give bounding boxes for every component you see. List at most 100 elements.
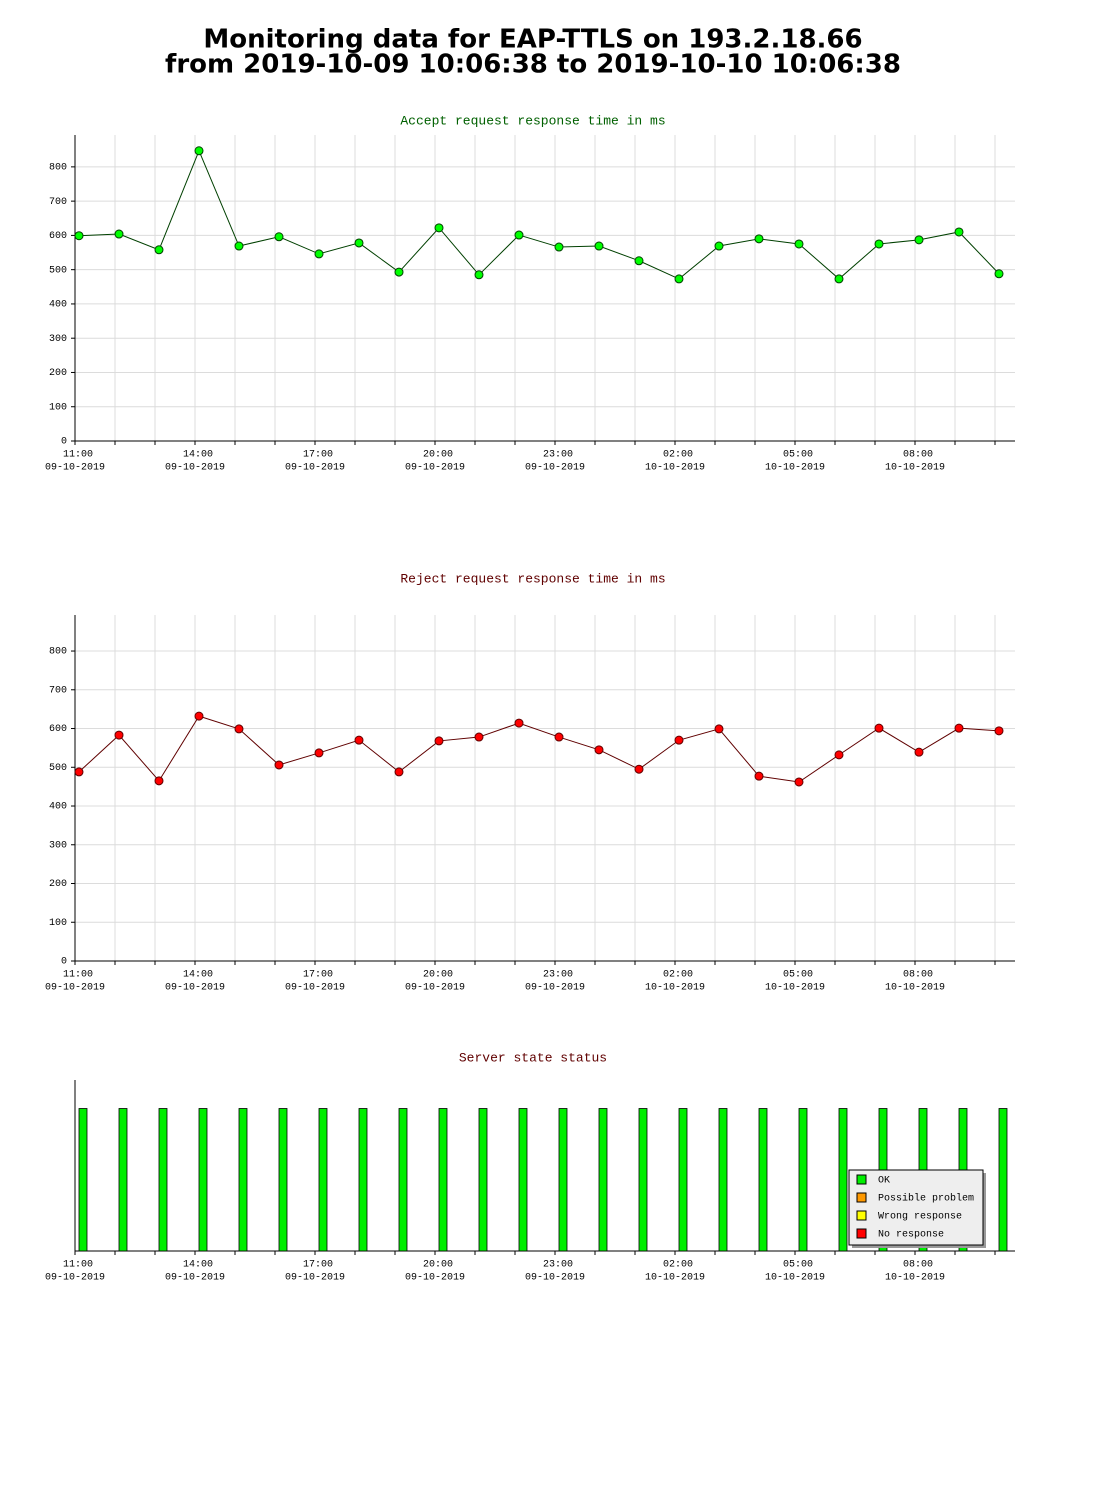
x-tick-label: 11:00 (63, 1260, 93, 1271)
x-tick-label: 17:00 (303, 970, 333, 981)
data-point (994, 726, 1004, 736)
x-tick-label: 10-10-2019 (885, 983, 945, 994)
legend-swatch (856, 1192, 867, 1203)
x-tick-label: 08:00 (903, 1260, 933, 1271)
data-point (114, 229, 124, 239)
status-bar (718, 1108, 728, 1252)
x-tick-label: 09-10-2019 (285, 463, 345, 474)
x-tick-label: 09-10-2019 (285, 983, 345, 994)
x-tick-label: 10-10-2019 (645, 983, 705, 994)
page-subtitle: from 2019-10-09 10:06:38 to 2019-10-10 1… (165, 50, 901, 80)
data-point (594, 745, 604, 755)
y-tick-label: 100 (49, 918, 67, 929)
x-tick-label: 09-10-2019 (405, 463, 465, 474)
y-tick-label: 500 (49, 265, 67, 276)
y-tick-label: 800 (49, 163, 67, 174)
data-point (394, 267, 404, 277)
data-point (674, 735, 684, 745)
status-bar (638, 1108, 648, 1252)
data-point (434, 736, 444, 746)
legend-swatch (856, 1210, 867, 1221)
data-point (714, 724, 724, 734)
status-bar (238, 1108, 248, 1252)
y-tick-label: 300 (49, 334, 67, 345)
y-tick-label: 700 (49, 685, 67, 696)
chart-title: Accept request response time in ms (400, 113, 665, 128)
legend-label: OK (878, 1176, 890, 1187)
status-bar (758, 1108, 768, 1252)
data-point (674, 274, 684, 284)
data-point (994, 269, 1004, 279)
status-bar (518, 1108, 528, 1252)
status-bar (438, 1108, 448, 1252)
x-tick-label: 02:00 (663, 450, 693, 461)
status-bar (838, 1108, 848, 1252)
data-point (474, 270, 484, 280)
status-bar (358, 1108, 368, 1252)
data-point (514, 718, 524, 728)
y-tick-label: 400 (49, 802, 67, 813)
data-point (634, 256, 644, 266)
data-point (194, 711, 204, 721)
x-tick-label: 10-10-2019 (885, 463, 945, 474)
data-point (154, 776, 164, 786)
data-point (754, 234, 764, 244)
x-tick-label: 17:00 (303, 1260, 333, 1271)
x-tick-label: 09-10-2019 (405, 1273, 465, 1284)
y-tick-label: 500 (49, 763, 67, 774)
data-point (914, 747, 924, 757)
status-bar (798, 1108, 808, 1252)
status-bar (278, 1108, 288, 1252)
x-tick-label: 09-10-2019 (525, 1273, 585, 1284)
x-tick-label: 10-10-2019 (765, 983, 825, 994)
data-point (834, 750, 844, 760)
x-tick-label: 09-10-2019 (165, 463, 225, 474)
x-tick-label: 23:00 (543, 450, 573, 461)
x-tick-label: 09-10-2019 (525, 983, 585, 994)
y-tick-label: 400 (49, 300, 67, 311)
data-point (154, 245, 164, 255)
data-point (474, 732, 484, 742)
page-title: Monitoring data for EAP-TTLS on 193.2.18… (203, 25, 862, 55)
data-point (634, 764, 644, 774)
data-point (874, 239, 884, 249)
x-tick-label: 14:00 (183, 450, 213, 461)
status-bar (678, 1108, 688, 1252)
x-tick-label: 09-10-2019 (45, 983, 105, 994)
data-point (794, 777, 804, 787)
x-tick-label: 20:00 (423, 450, 453, 461)
x-tick-label: 09-10-2019 (285, 1273, 345, 1284)
data-point (354, 735, 364, 745)
x-tick-label: 02:00 (663, 1260, 693, 1271)
status-bar (558, 1108, 568, 1252)
status-bar (998, 1108, 1008, 1252)
y-tick-label: 600 (49, 724, 67, 735)
data-point (834, 274, 844, 284)
data-line (78, 149, 1000, 280)
legend-swatch (856, 1228, 867, 1239)
data-line (78, 715, 1000, 783)
data-point (594, 241, 604, 251)
x-tick-label: 10-10-2019 (885, 1273, 945, 1284)
y-tick-label: 300 (49, 840, 67, 851)
y-tick-label: 200 (49, 879, 67, 890)
legend (848, 1169, 984, 1246)
status-bar (118, 1108, 128, 1252)
x-tick-label: 09-10-2019 (165, 1273, 225, 1284)
y-tick-label: 800 (49, 647, 67, 658)
chart-title: Server state status (459, 1050, 607, 1065)
x-tick-label: 10-10-2019 (765, 463, 825, 474)
data-point (74, 767, 84, 777)
status-bar (158, 1108, 168, 1252)
x-tick-label: 20:00 (423, 1260, 453, 1271)
data-point (314, 249, 324, 259)
x-tick-label: 17:00 (303, 450, 333, 461)
y-tick-label: 700 (49, 197, 67, 208)
data-point (114, 730, 124, 740)
status-bar (598, 1108, 608, 1252)
x-tick-label: 05:00 (783, 450, 813, 461)
data-point (954, 723, 964, 733)
legend-label: No response (878, 1230, 944, 1241)
data-point (714, 241, 724, 251)
